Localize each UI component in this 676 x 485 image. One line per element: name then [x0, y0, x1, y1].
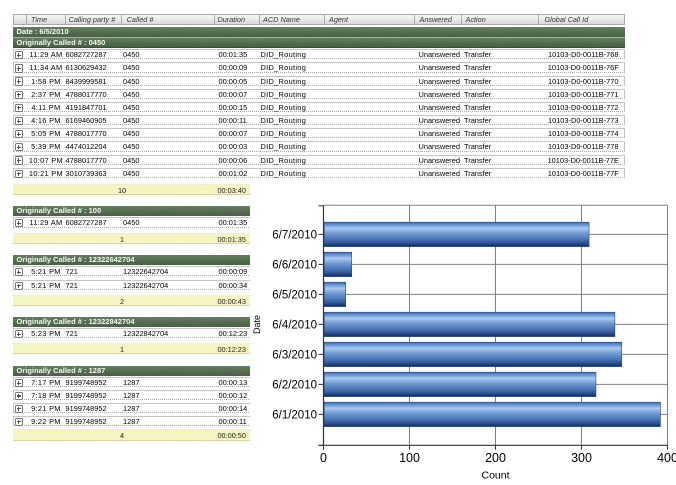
- svg-text:6/2/2010: 6/2/2010: [272, 379, 317, 391]
- svg-text:Date: Date: [252, 315, 262, 334]
- svg-text:0: 0: [320, 451, 327, 465]
- svg-text:6/3/2010: 6/3/2010: [272, 349, 317, 361]
- svg-text:6/7/2010: 6/7/2010: [272, 229, 317, 241]
- svg-text:100: 100: [399, 451, 420, 465]
- svg-text:6/6/2010: 6/6/2010: [272, 259, 317, 271]
- svg-text:200: 200: [485, 451, 506, 465]
- svg-text:300: 300: [571, 451, 592, 465]
- svg-text:6/4/2010: 6/4/2010: [272, 319, 317, 331]
- svg-text:Count: Count: [481, 470, 509, 482]
- svg-text:6/1/2010: 6/1/2010: [272, 409, 317, 421]
- svg-text:400: 400: [657, 451, 676, 465]
- svg-text:6/5/2010: 6/5/2010: [272, 289, 317, 301]
